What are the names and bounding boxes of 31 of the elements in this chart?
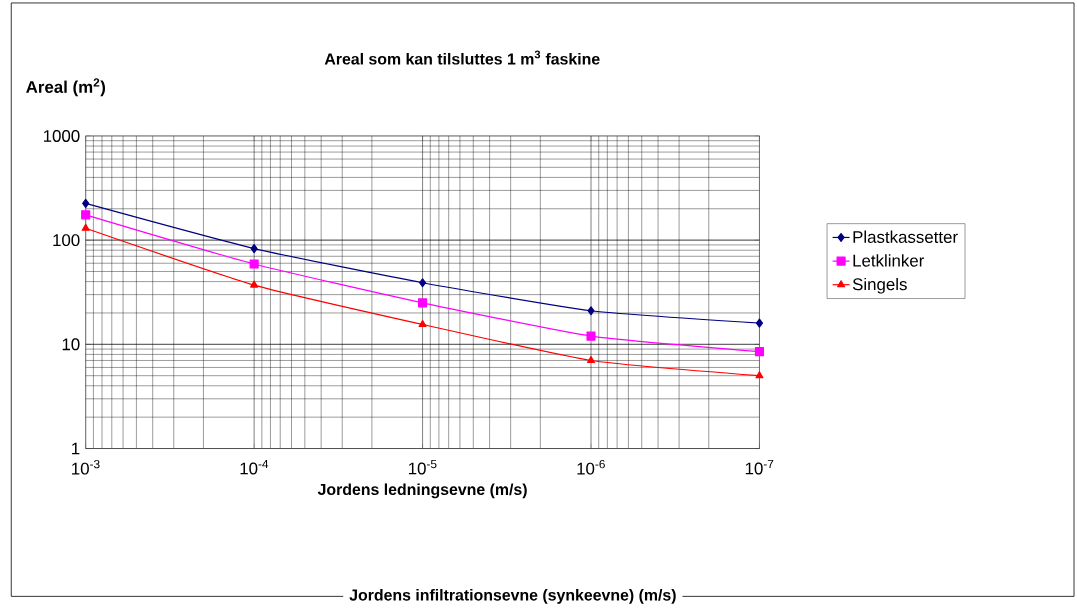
y-tick-label: 10: [62, 338, 80, 351]
point: [250, 243, 258, 254]
point: [249, 259, 259, 269]
y-tick-label: 100: [53, 234, 80, 246]
y-tick-label: 1: [72, 442, 80, 455]
point: [81, 210, 91, 220]
x-tick-label: 10$^{-3}$: [72, 459, 100, 475]
point: [754, 346, 765, 357]
point: [419, 278, 427, 288]
point: [587, 306, 595, 316]
point: [755, 371, 764, 379]
x-axis-title: Jordens ledningsevne (m/s): [317, 483, 527, 499]
legend-label: Plastkassetter: [853, 230, 958, 243]
x-tick-label: 10$^{-5}$: [408, 459, 437, 475]
chart-title: Areal som kan tilsluttes 1 m$^{3}$ faskine: [324, 50, 600, 65]
point: [82, 198, 90, 208]
x-tick-label: 10$^{-4}$: [240, 459, 269, 475]
x-tick-label: 10$^{-7}$: [745, 459, 774, 475]
point: [418, 298, 428, 308]
point: [418, 319, 427, 327]
point: [586, 355, 596, 363]
x-tick-label: 10$^{-6}$: [577, 459, 605, 475]
point: [250, 280, 259, 288]
text: Jordens infiltrationsevne (synkeevne) (m/s): [349, 588, 676, 604]
y-axis-title: Areal (m$^{2}$): [26, 78, 106, 97]
legend-label: Letklinker: [853, 254, 925, 267]
legend-label: Singels: [852, 277, 907, 294]
point: [81, 223, 90, 231]
point: [755, 318, 764, 328]
y-tick-label: 1000: [43, 129, 80, 142]
point: [586, 331, 596, 341]
